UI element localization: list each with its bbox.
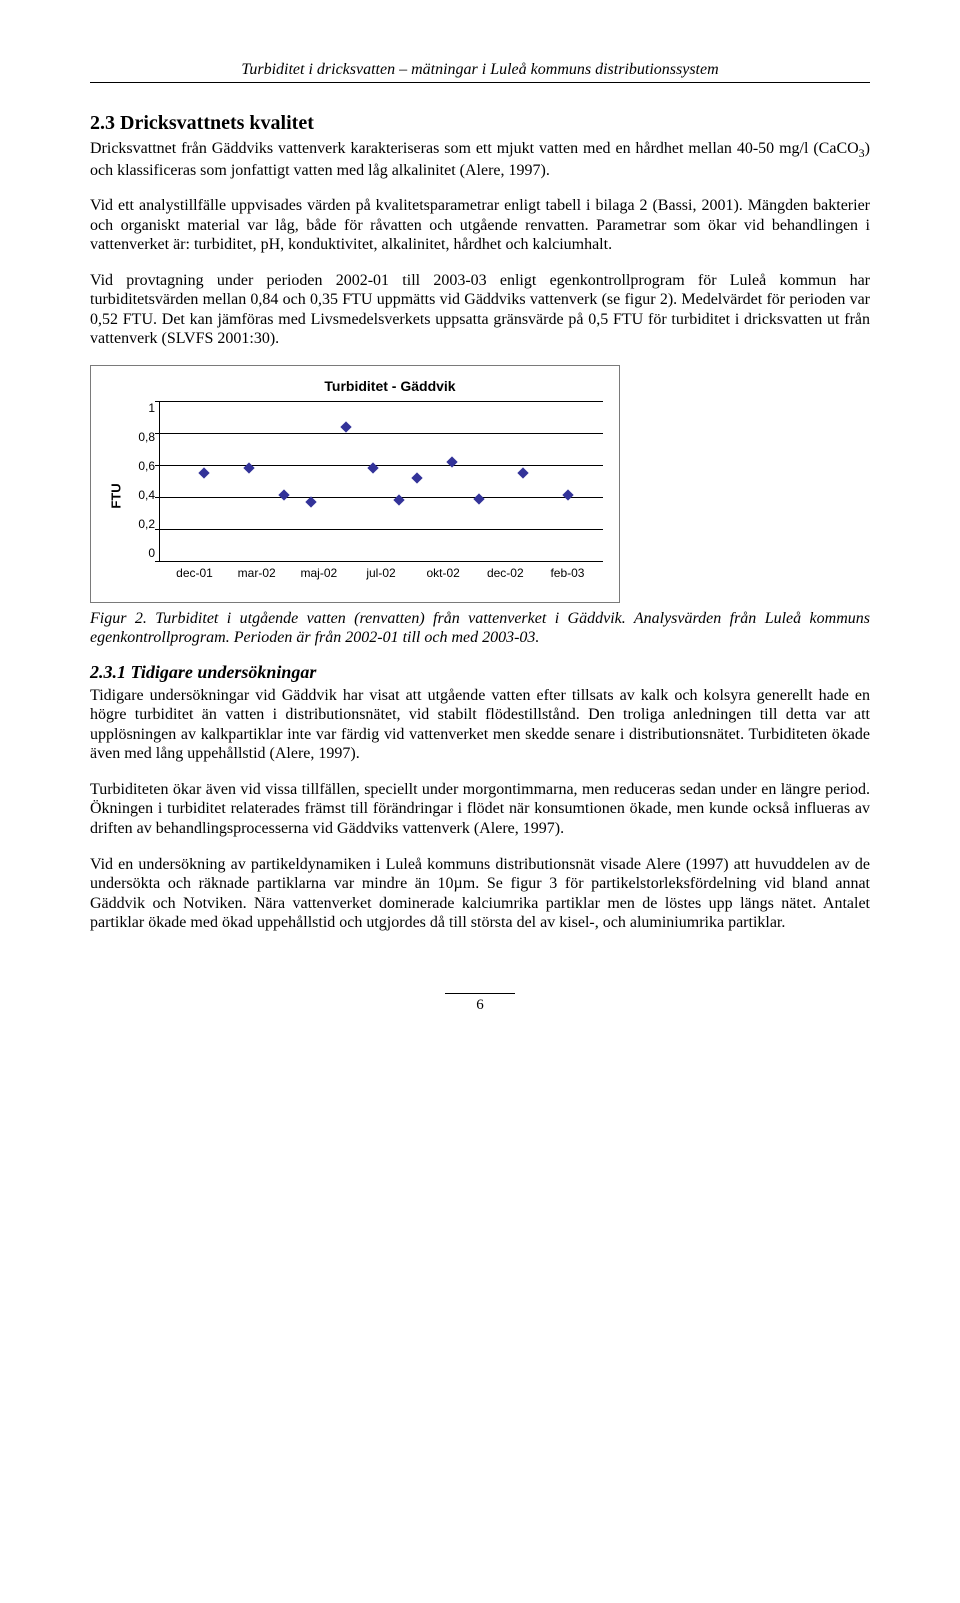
chart-xtick-label: mar-02 xyxy=(238,566,276,581)
chart-body: FTU 1 0,8 0,6 0,4 0,2 0 dec-01 mar-02 maj-02 jul… xyxy=(107,401,603,592)
figure-caption: Figur 2. Turbiditet i utgående vatten (r… xyxy=(90,609,870,648)
chart-xtick-label: okt-02 xyxy=(426,566,459,581)
chart-ytick-label: 0,4 xyxy=(138,488,155,503)
chart-data-point xyxy=(562,490,573,501)
chart-xtick-label: dec-01 xyxy=(176,566,213,581)
chart-container: Turbiditet - Gäddvik FTU 1 0,8 0,6 0,4 0,2 0 … xyxy=(90,365,620,603)
chart-xticks: dec-01 mar-02 maj-02 jul-02 okt-02 dec-02 feb-… xyxy=(159,562,603,592)
paragraph-3: Vid provtagning under perioden 2002-01 t… xyxy=(90,271,870,349)
chart-ytick-label: 0,2 xyxy=(138,517,155,532)
chart-ytick-mark xyxy=(155,433,160,434)
chart-ytick-label: 0 xyxy=(148,546,155,561)
chart-ytick-label: 0,8 xyxy=(138,430,155,445)
chart-gridline xyxy=(160,529,603,530)
chart-xtick-label: maj-02 xyxy=(300,566,337,581)
chart-gridline xyxy=(160,401,603,402)
section-heading: 2.3 Dricksvattnets kvalitet xyxy=(90,111,870,135)
chart-ytick-mark xyxy=(155,465,160,466)
chart-gridline xyxy=(160,465,603,466)
chart-ytick-mark xyxy=(155,497,160,498)
chart-plot-area xyxy=(159,401,603,562)
para1-a: Dricksvattnet från Gäddviks vattenverk k… xyxy=(90,140,859,157)
chart-data-point xyxy=(518,467,529,478)
paragraph-1: Dricksvattnet från Gäddviks vattenverk k… xyxy=(90,139,870,180)
chart-ytick-mark xyxy=(155,401,160,402)
chart-gridline xyxy=(160,497,603,498)
chart-yticks: 1 0,8 0,6 0,4 0,2 0 xyxy=(127,401,159,561)
page-number: 6 xyxy=(445,993,515,1014)
chart-plot-col: dec-01 mar-02 maj-02 jul-02 okt-02 dec-02 feb-… xyxy=(159,401,603,592)
subsection-heading: 2.3.1 Tidigare undersökningar xyxy=(90,662,870,684)
running-header: Turbiditet i dricksvatten – mätningar i … xyxy=(90,60,870,83)
paragraph-5: Turbiditeten ökar även vid vissa tillfäl… xyxy=(90,780,870,839)
chart-data-point xyxy=(340,421,351,432)
chart-data-point xyxy=(278,490,289,501)
chart-title: Turbiditet - Gäddvik xyxy=(107,378,603,395)
chart-ytick-mark xyxy=(155,529,160,530)
chart-gridline xyxy=(160,433,603,434)
chart-xtick-label: jul-02 xyxy=(366,566,395,581)
chart-data-point xyxy=(411,472,422,483)
chart-data-point xyxy=(199,467,210,478)
chart-ytick-label: 1 xyxy=(148,401,155,416)
chart-plot-inner xyxy=(160,401,603,561)
paragraph-4: Tidigare undersökningar vid Gäddvik har … xyxy=(90,686,870,764)
chart-xtick-label: dec-02 xyxy=(487,566,524,581)
paragraph-6: Vid en undersökning av partikeldynamiken… xyxy=(90,855,870,933)
chart-ylabel-col: FTU xyxy=(107,401,127,592)
chart-xtick-label: feb-03 xyxy=(550,566,584,581)
chart-ytick-label: 0,6 xyxy=(138,459,155,474)
chart-data-point xyxy=(473,493,484,504)
paragraph-2: Vid ett analystillfälle uppvisades värde… xyxy=(90,196,870,255)
chart-ylabel: FTU xyxy=(109,484,125,509)
